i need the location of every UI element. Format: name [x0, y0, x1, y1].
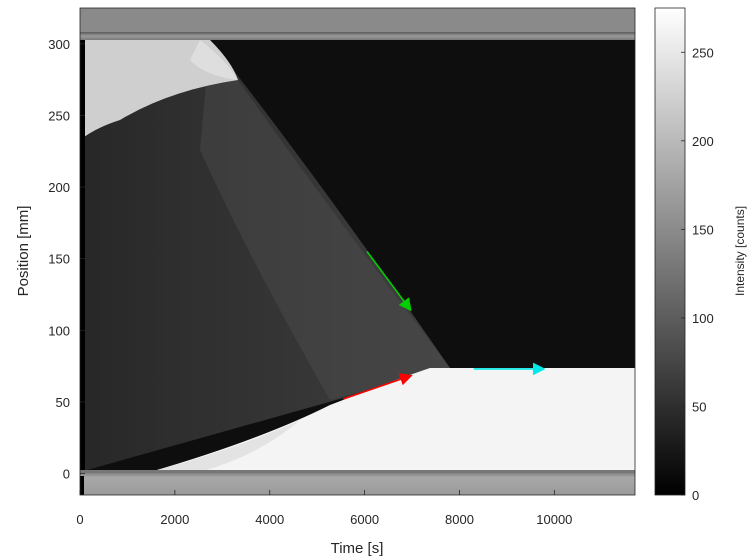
annotation-arrows	[343, 251, 546, 400]
green-arrow	[366, 251, 412, 312]
colorbar-tick-label: 50	[692, 399, 706, 414]
x-axis-label: Time [s]	[331, 540, 384, 557]
colorbar-tick-label: 200	[692, 134, 714, 149]
y-axis-label: Position [mm]	[15, 206, 32, 297]
y-axis-ticks: 0 50 100 150 200 250 300	[48, 37, 85, 482]
colorbar-label: Intensity [counts]	[733, 206, 747, 296]
red-arrow	[343, 373, 413, 400]
x-tick-label: 0	[76, 512, 83, 527]
y-tick-label: 250	[48, 108, 70, 123]
x-tick-label: 10000	[536, 512, 572, 527]
y-tick-label: 50	[56, 395, 70, 410]
colorbar-tick-label: 150	[692, 222, 714, 237]
x-tick-label: 2000	[160, 512, 189, 527]
x-tick-label: 4000	[255, 512, 284, 527]
colorbar-tick-label: 100	[692, 311, 714, 326]
y-tick-label: 200	[48, 180, 70, 195]
plot-frame	[79, 7, 636, 496]
colorbar-tick-label: 0	[692, 488, 699, 503]
y-tick-label: 100	[48, 323, 70, 338]
x-tick-label: 6000	[350, 512, 379, 527]
y-tick-label: 300	[48, 37, 70, 52]
x-tick-label: 8000	[445, 512, 474, 527]
y-tick-label: 150	[48, 252, 70, 267]
colorbar-ticks: 0 50 100 150 200 250	[681, 45, 714, 503]
heatmap-image	[80, 8, 635, 495]
colorbar-tick-label: 250	[692, 45, 714, 60]
y-tick-label: 0	[63, 467, 70, 482]
colorbar	[654, 7, 686, 496]
x-axis-ticks: 0 2000 4000 6000 8000 10000	[76, 490, 572, 527]
